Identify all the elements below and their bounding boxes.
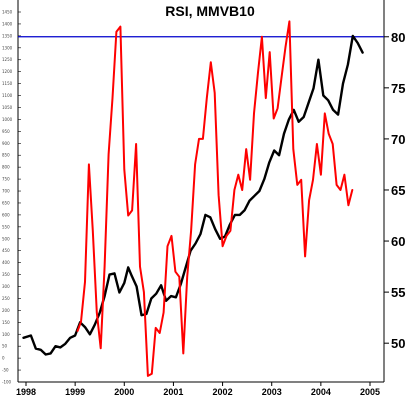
left-y-tick-label: 900 xyxy=(2,141,10,146)
left-y-tick-label: 1450 xyxy=(2,10,13,15)
axes xyxy=(17,0,385,383)
x-tick-label: 1999 xyxy=(65,387,85,397)
rsi-series-line xyxy=(76,20,354,377)
left-y-tick-label: -50 xyxy=(2,368,9,373)
left-y-ticks: 1450140013501300125012001150110010501000… xyxy=(2,10,21,385)
right-y-ticks: 80 75 70 65 60 55 50 xyxy=(384,30,405,351)
right-y-tick-label: 60 xyxy=(391,234,405,249)
x-tick-label: 2005 xyxy=(360,387,380,397)
left-y-tick-label: 200 xyxy=(2,308,10,313)
right-y-tick-label: 75 xyxy=(391,81,405,96)
left-y-tick-label: 500 xyxy=(2,236,10,241)
left-y-tick-label: 700 xyxy=(2,189,10,194)
index-series-line xyxy=(22,34,364,356)
left-y-tick-label: 1000 xyxy=(2,117,13,122)
x-tick-label: 2001 xyxy=(163,387,183,397)
chart-title: RSI, MMVB10 xyxy=(165,3,255,19)
right-y-tick-label: 55 xyxy=(391,285,405,300)
right-y-tick-label: 70 xyxy=(391,132,405,147)
series xyxy=(22,20,364,377)
left-y-tick-label: 350 xyxy=(2,272,10,277)
left-y-tick-label: 450 xyxy=(2,248,10,253)
x-tick-label: 2004 xyxy=(311,387,331,397)
left-y-tick-label: -100 xyxy=(2,380,12,385)
left-y-tick-label: 150 xyxy=(2,320,10,325)
left-y-tick-label: 100 xyxy=(2,332,10,337)
left-y-tick-label: 1350 xyxy=(2,33,13,38)
right-y-tick-label: 65 xyxy=(391,183,405,198)
left-y-tick-label: 1150 xyxy=(2,81,13,86)
left-y-tick-label: 1050 xyxy=(2,105,13,110)
x-tick-label: 2003 xyxy=(262,387,282,397)
left-y-tick-label: 550 xyxy=(2,224,10,229)
left-y-tick-label: 650 xyxy=(2,200,10,205)
left-y-tick-label: 1300 xyxy=(2,45,13,50)
left-y-tick-label: 250 xyxy=(2,296,10,301)
x-ticks: 1998 1999 2000 2001 2002 2003 2004 2005 xyxy=(16,382,380,397)
left-y-tick-label: 950 xyxy=(2,129,10,134)
left-y-tick-label: 750 xyxy=(2,177,10,182)
left-y-tick-label: 850 xyxy=(2,153,10,158)
left-y-tick-label: 1200 xyxy=(2,69,13,74)
x-tick-label: 1998 xyxy=(16,387,36,397)
left-y-tick-label: 300 xyxy=(2,284,10,289)
left-y-tick-label: 1100 xyxy=(2,93,13,98)
right-y-tick-label: 50 xyxy=(391,336,405,351)
right-y-tick-label: 80 xyxy=(391,30,405,45)
left-y-tick-label: 400 xyxy=(2,260,10,265)
left-y-tick-label: 1400 xyxy=(2,21,13,26)
left-y-tick-label: 1250 xyxy=(2,57,13,62)
x-tick-label: 2002 xyxy=(213,387,233,397)
left-y-tick-label: 0 xyxy=(2,356,5,361)
x-tick-label: 2000 xyxy=(114,387,134,397)
left-y-tick-label: 50 xyxy=(2,344,8,349)
left-y-tick-label: 800 xyxy=(2,165,10,170)
left-y-tick-label: 600 xyxy=(2,212,10,217)
